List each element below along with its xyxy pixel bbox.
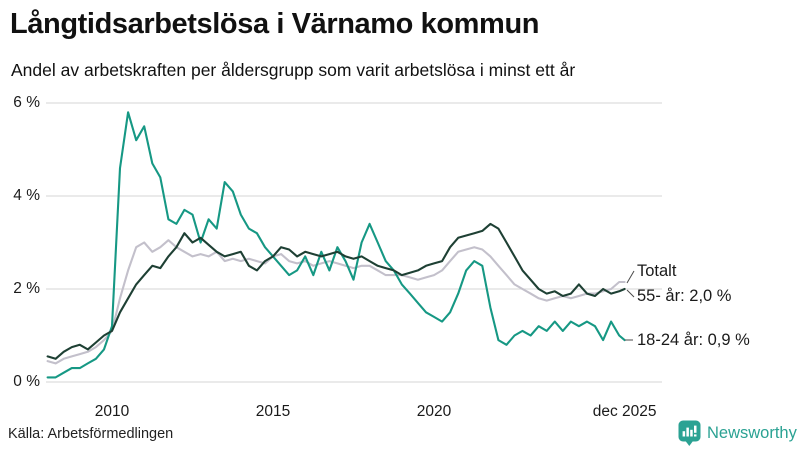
y-tick-label: 2 %	[13, 280, 40, 297]
series-line-55-r	[46, 222, 626, 360]
series-lines	[46, 111, 626, 379]
y-tick-label: 4 %	[13, 187, 40, 204]
series-line-totalt	[46, 239, 626, 365]
leader-lines	[625, 270, 635, 341]
y-tick-label: 6 %	[13, 94, 40, 111]
series-label-totalt: Totalt	[637, 262, 677, 280]
x-tick-label: 2015	[255, 403, 291, 420]
series-line-18-24-r	[46, 111, 626, 379]
y-tick-label: 0 %	[13, 373, 40, 390]
page-title: Långtidsarbetslösa i Värnamo kommun	[10, 8, 540, 40]
newsworthy-logo-icon	[678, 420, 701, 446]
x-tick-label: 2010	[94, 403, 130, 420]
gridlines	[46, 102, 662, 383]
series-label-55: 55- år: 2,0 %	[637, 287, 732, 305]
x-tick-label: 2020	[416, 403, 452, 420]
newsworthy-brand: Newsworthy	[678, 420, 797, 446]
series-label-18-24: 18-24 år: 0,9 %	[637, 331, 750, 349]
leader-line-totalt	[626, 270, 635, 284]
leader-line-55	[626, 289, 635, 298]
newsworthy-label: Newsworthy	[707, 423, 797, 442]
source-note: Källa: Arbetsförmedlingen	[8, 426, 174, 442]
x-tick-label: dec 2025	[592, 403, 657, 420]
chart-subtitle: Andel av arbetskraften per åldersgrupp s…	[11, 60, 576, 80]
